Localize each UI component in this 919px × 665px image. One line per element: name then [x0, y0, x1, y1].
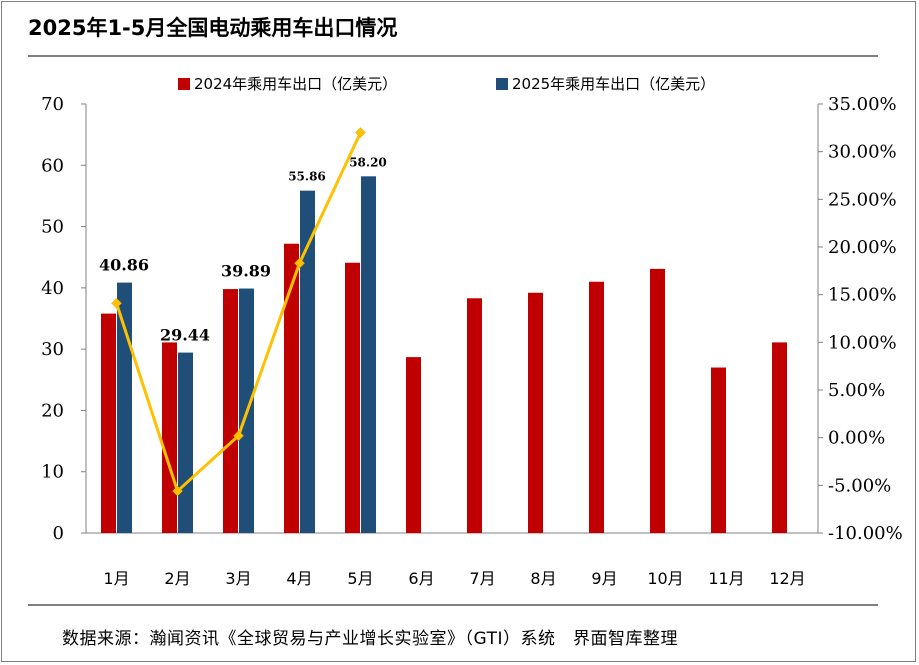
title-divider	[28, 55, 878, 57]
growth-point	[355, 127, 366, 138]
footer-divider	[28, 604, 878, 606]
y-tick-label-right: 25.00%	[828, 189, 897, 210]
legend-swatch-2025	[496, 78, 508, 90]
x-tick-label: 7月	[469, 569, 495, 588]
x-tick-label: 8月	[530, 569, 556, 588]
x-tick-label: 2月	[164, 569, 190, 588]
bar-2024	[711, 367, 726, 533]
y-tick-label-left: 60	[41, 155, 64, 176]
y-tick-label-left: 20	[41, 400, 64, 421]
source-note: 数据来源：瀚闻资讯《全球贸易与产业增长实验室》（GTI）系统 界面智库整理	[62, 629, 678, 649]
y-tick-label-right: 35.00%	[828, 94, 897, 115]
bar-2024	[589, 281, 604, 533]
y-tick-label-right: 15.00%	[828, 285, 897, 306]
bar-2024	[772, 342, 787, 533]
bar-2024	[223, 289, 238, 533]
x-tick-label: 10月	[647, 569, 683, 588]
bar-2025	[361, 176, 376, 533]
x-tick-label: 5月	[347, 569, 373, 588]
bar-2024	[345, 262, 360, 533]
y-tick-label-right: 20.00%	[828, 237, 897, 258]
bar-2024	[528, 292, 543, 533]
y-tick-label-left: 10	[41, 462, 64, 483]
y-tick-label-right: 10.00%	[828, 332, 897, 353]
data-label-2025: 55.86	[288, 170, 326, 184]
data-label-2025: 58.20	[349, 155, 387, 169]
legend-label-2024: 2024年乘用车出口（亿美元）	[194, 75, 397, 93]
bar-2025	[178, 352, 193, 533]
x-tick-label: 4月	[286, 569, 312, 588]
data-label-2025: 40.86	[99, 256, 149, 275]
bar-2024	[162, 342, 177, 533]
bar-2024	[406, 357, 421, 533]
bar-2025	[117, 282, 132, 533]
bar-2025	[300, 190, 315, 533]
bar-2024	[467, 298, 482, 533]
data-label-2025: 29.44	[160, 326, 210, 345]
growth-point	[111, 297, 122, 309]
x-tick-label: 12月	[769, 569, 805, 588]
y-tick-label-right: -10.00%	[828, 523, 903, 544]
chart-title: 2025年1-5月全国电动乘用车出口情况	[28, 16, 398, 40]
y-tick-label-left: 50	[41, 217, 64, 238]
growth-point	[172, 485, 183, 497]
x-tick-label: 6月	[408, 569, 434, 588]
y-tick-label-right: 30.00%	[828, 142, 897, 163]
y-tick-label-left: 30	[41, 339, 64, 360]
growth-point	[233, 430, 244, 442]
bar-2024	[650, 268, 665, 533]
x-tick-label: 11月	[708, 569, 744, 588]
y-tick-label-right: 0.00%	[828, 428, 885, 449]
y-tick-label-right: -5.00%	[828, 475, 891, 496]
bar-2024	[284, 243, 299, 533]
legend-label-2025: 2025年乘用车出口（亿美元）	[512, 75, 715, 93]
y-tick-label-left: 70	[41, 94, 64, 115]
x-tick-label: 9月	[591, 569, 617, 588]
legend-swatch-2024	[178, 78, 190, 90]
x-tick-label: 3月	[225, 569, 251, 588]
growth-point	[294, 257, 305, 269]
y-tick-label-left: 0	[53, 523, 64, 544]
data-label-2025: 39.89	[221, 262, 271, 281]
x-tick-label: 1月	[103, 569, 129, 588]
y-tick-label-left: 40	[41, 278, 64, 299]
y-tick-label-right: 5.00%	[828, 380, 885, 401]
bar-2024	[101, 313, 116, 533]
